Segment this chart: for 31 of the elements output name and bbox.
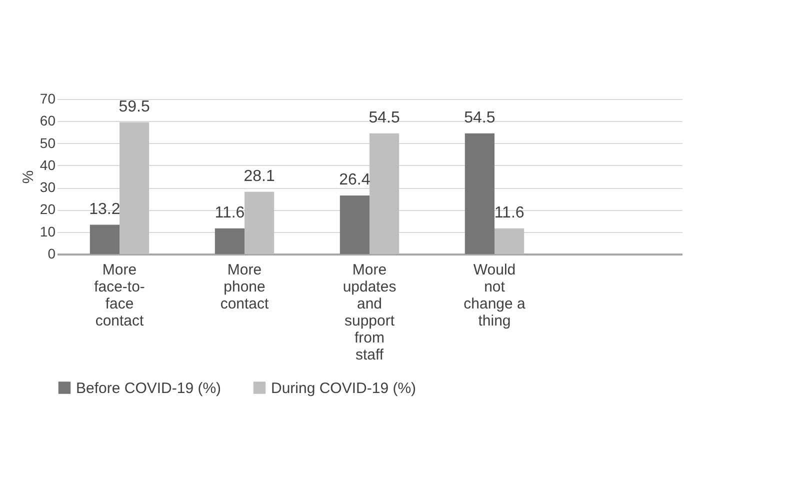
- data-label: 11.6: [214, 204, 245, 222]
- data-label: 59.5: [118, 98, 150, 116]
- x-tick-label: More phone contact: [220, 262, 270, 312]
- bar: [90, 224, 120, 254]
- bar: [214, 228, 244, 254]
- legend-label: During COVID-19 (%): [271, 380, 416, 397]
- data-label: 54.5: [368, 109, 400, 126]
- data-label: 11.6: [494, 204, 524, 222]
- y-tick-label: 20: [40, 201, 56, 218]
- legend-label: Before COVID-19 (%): [76, 380, 222, 397]
- bar: [340, 196, 370, 254]
- y-tick-label: 50: [40, 134, 56, 151]
- y-tick-label: 40: [40, 156, 56, 173]
- bar: [120, 122, 150, 254]
- x-tick-label: Would not change a thing: [464, 262, 526, 330]
- data-label: 26.4: [339, 172, 370, 189]
- bar: [244, 192, 274, 254]
- y-tick-label: 30: [40, 179, 56, 196]
- y-tick-label: 10: [40, 223, 56, 240]
- x-tick-label: More updates and support from staff: [342, 262, 396, 364]
- y-tick-label: 60: [40, 112, 56, 129]
- data-label: 13.2: [89, 200, 120, 218]
- data-label: 28.1: [244, 168, 275, 185]
- y-axis-title: %: [20, 170, 37, 184]
- bar: [494, 228, 524, 254]
- bar: [370, 133, 400, 254]
- y-tick-label: 70: [40, 90, 56, 106]
- bar: [464, 133, 494, 254]
- data-label: 54.5: [464, 109, 496, 126]
- y-tick-label: 0: [48, 246, 56, 262]
- x-tick-label: More face-to-face contact: [94, 262, 145, 330]
